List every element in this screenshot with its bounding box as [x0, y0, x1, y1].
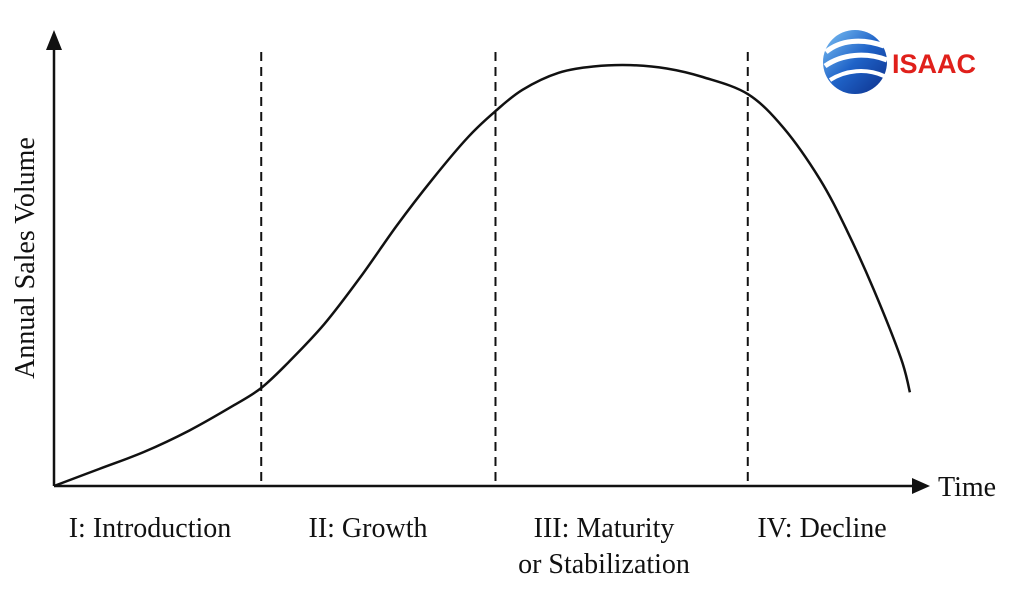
x-axis-label: Time	[938, 472, 996, 503]
stage-label-3: III: Maturity or Stabilization	[518, 511, 690, 584]
stage-label-2: II: Growth	[309, 511, 428, 547]
y-axis-label: Annual Sales Volume	[10, 137, 41, 379]
sales-curve	[53, 63, 912, 488]
isaac-logo: ISAAC	[823, 30, 976, 94]
y-axis-arrow	[46, 30, 62, 50]
stage-label-subtitle: or Stabilization	[518, 549, 690, 581]
stage-label-4: IV: Decline	[757, 511, 886, 547]
stage-label-1: I: Introduction	[69, 511, 232, 547]
stage-label-text: I: Introduction	[68, 513, 232, 544]
stage-label-text: IV: Decline	[757, 513, 887, 544]
x-axis-arrow	[912, 478, 930, 494]
stage-label-text: III: Maturity	[533, 513, 675, 544]
globe-swoosh-icon	[823, 30, 888, 94]
brand-name: ISAAC	[892, 49, 976, 79]
stage-label-text: II: Growth	[308, 513, 428, 544]
